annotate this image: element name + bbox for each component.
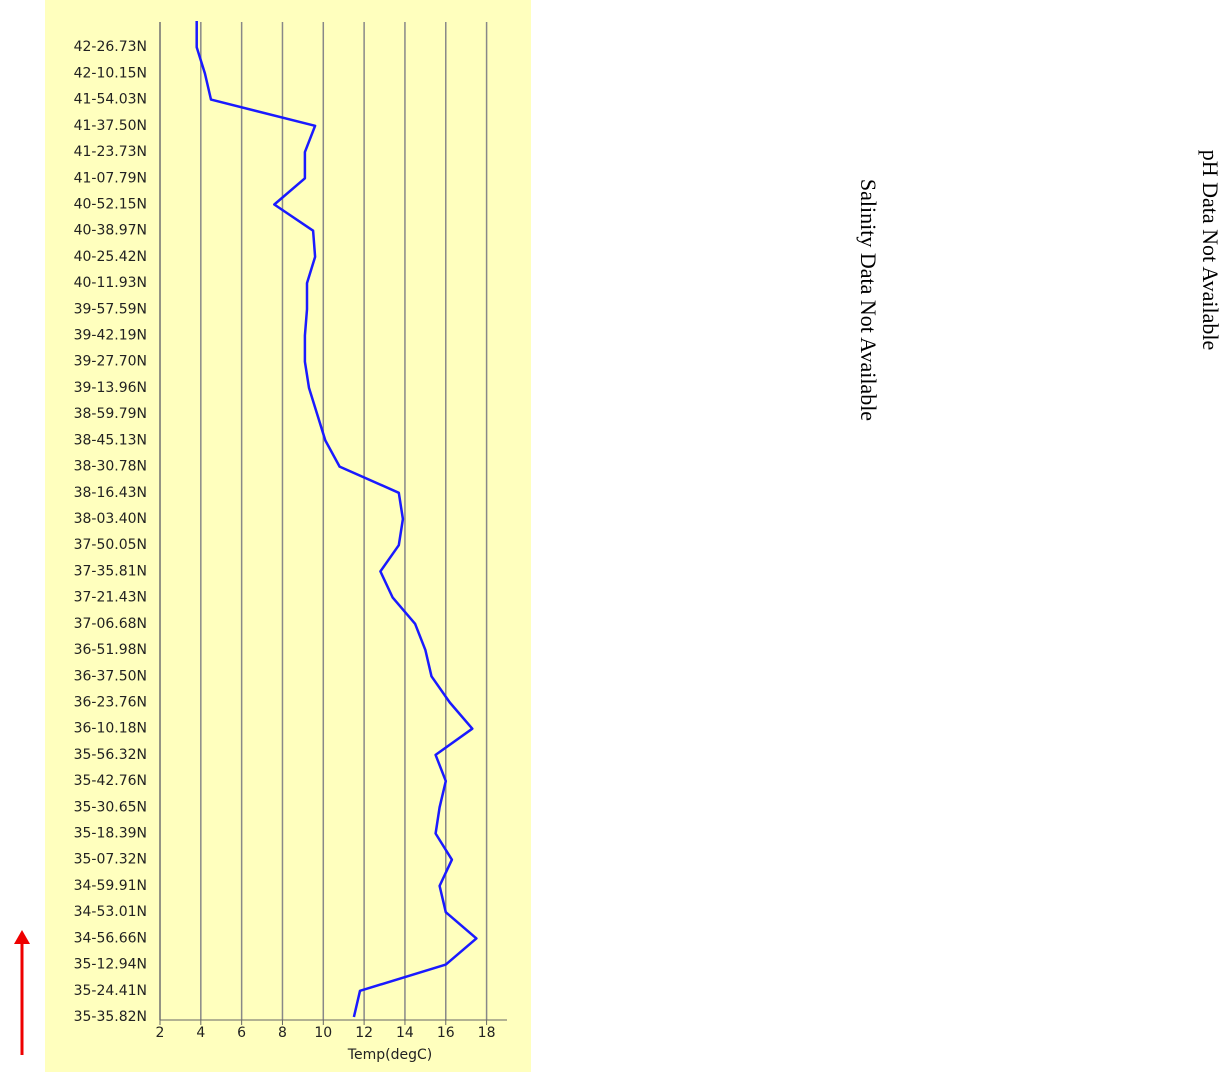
y-tick-label: 34-56.66N <box>74 930 147 946</box>
y-tick-label: 38-45.13N <box>74 432 147 448</box>
direction-arrow-head <box>14 930 30 944</box>
y-tick-label: 39-57.59N <box>74 301 147 317</box>
y-tick-label: 36-10.18N <box>74 721 147 737</box>
y-tick-label: 41-23.73N <box>74 144 147 160</box>
y-tick-label: 36-23.76N <box>74 694 147 710</box>
y-tick-label: 38-03.40N <box>74 511 147 527</box>
y-tick-label: 40-38.97N <box>74 223 147 239</box>
y-tick-label: 34-59.91N <box>74 878 147 894</box>
y-tick-label: 37-21.43N <box>74 590 147 606</box>
y-tick-label: 35-30.65N <box>74 799 147 815</box>
y-tick-label: 35-35.82N <box>74 1009 147 1025</box>
y-tick-label: 39-13.96N <box>74 380 147 396</box>
y-tick-label: 37-06.68N <box>74 616 147 632</box>
y-tick-label: 35-56.32N <box>74 747 147 763</box>
x-tick-label: 14 <box>396 1025 414 1041</box>
y-tick-label: 34-53.01N <box>74 904 147 920</box>
y-tick-label: 42-10.15N <box>74 65 147 81</box>
x-tick-label: 6 <box>237 1025 246 1041</box>
y-tick-label: 36-51.98N <box>74 642 147 658</box>
x-tick-label: 4 <box>196 1025 205 1041</box>
x-tick-label: 2 <box>156 1025 165 1041</box>
y-tick-label: 40-11.93N <box>74 275 147 291</box>
y-tick-label: 35-42.76N <box>74 773 147 789</box>
x-tick-label: 8 <box>278 1025 287 1041</box>
y-tick-label: 35-24.41N <box>74 983 147 999</box>
y-tick-label: 40-52.15N <box>74 196 147 212</box>
x-tick-label: 18 <box>478 1025 496 1041</box>
y-tick-label: 38-30.78N <box>74 459 147 475</box>
y-tick-label: 36-37.50N <box>74 668 147 684</box>
y-tick-label: 41-07.79N <box>74 170 147 186</box>
temp-line <box>195 21 478 1018</box>
ph-message: pH Data Not Available <box>1198 150 1223 351</box>
y-tick-label: 35-18.39N <box>74 826 147 842</box>
y-tick-label: 42-26.73N <box>74 39 147 55</box>
y-tick-label: 41-54.03N <box>74 92 147 108</box>
x-tick-label: 16 <box>437 1025 455 1041</box>
y-tick-label: 41-37.50N <box>74 118 147 134</box>
y-tick-label: 37-50.05N <box>74 537 147 553</box>
x-axis-label: Temp(degC) <box>347 1047 432 1063</box>
chart-panel <box>45 0 531 1072</box>
y-tick-label: 40-25.42N <box>74 249 147 265</box>
y-tick-label: 39-27.70N <box>74 354 147 370</box>
y-tick-label: 39-42.19N <box>74 328 147 344</box>
y-tick-label: 38-59.79N <box>74 406 147 422</box>
y-tick-label: 35-12.94N <box>74 957 147 973</box>
y-tick-label: 35-07.32N <box>74 852 147 868</box>
x-tick-label: 10 <box>314 1025 332 1041</box>
y-tick-label: 37-35.81N <box>74 563 147 579</box>
y-tick-label: 38-16.43N <box>74 485 147 501</box>
x-tick-label: 12 <box>355 1025 373 1041</box>
salinity-message: Salinity Data Not Available <box>856 179 881 421</box>
